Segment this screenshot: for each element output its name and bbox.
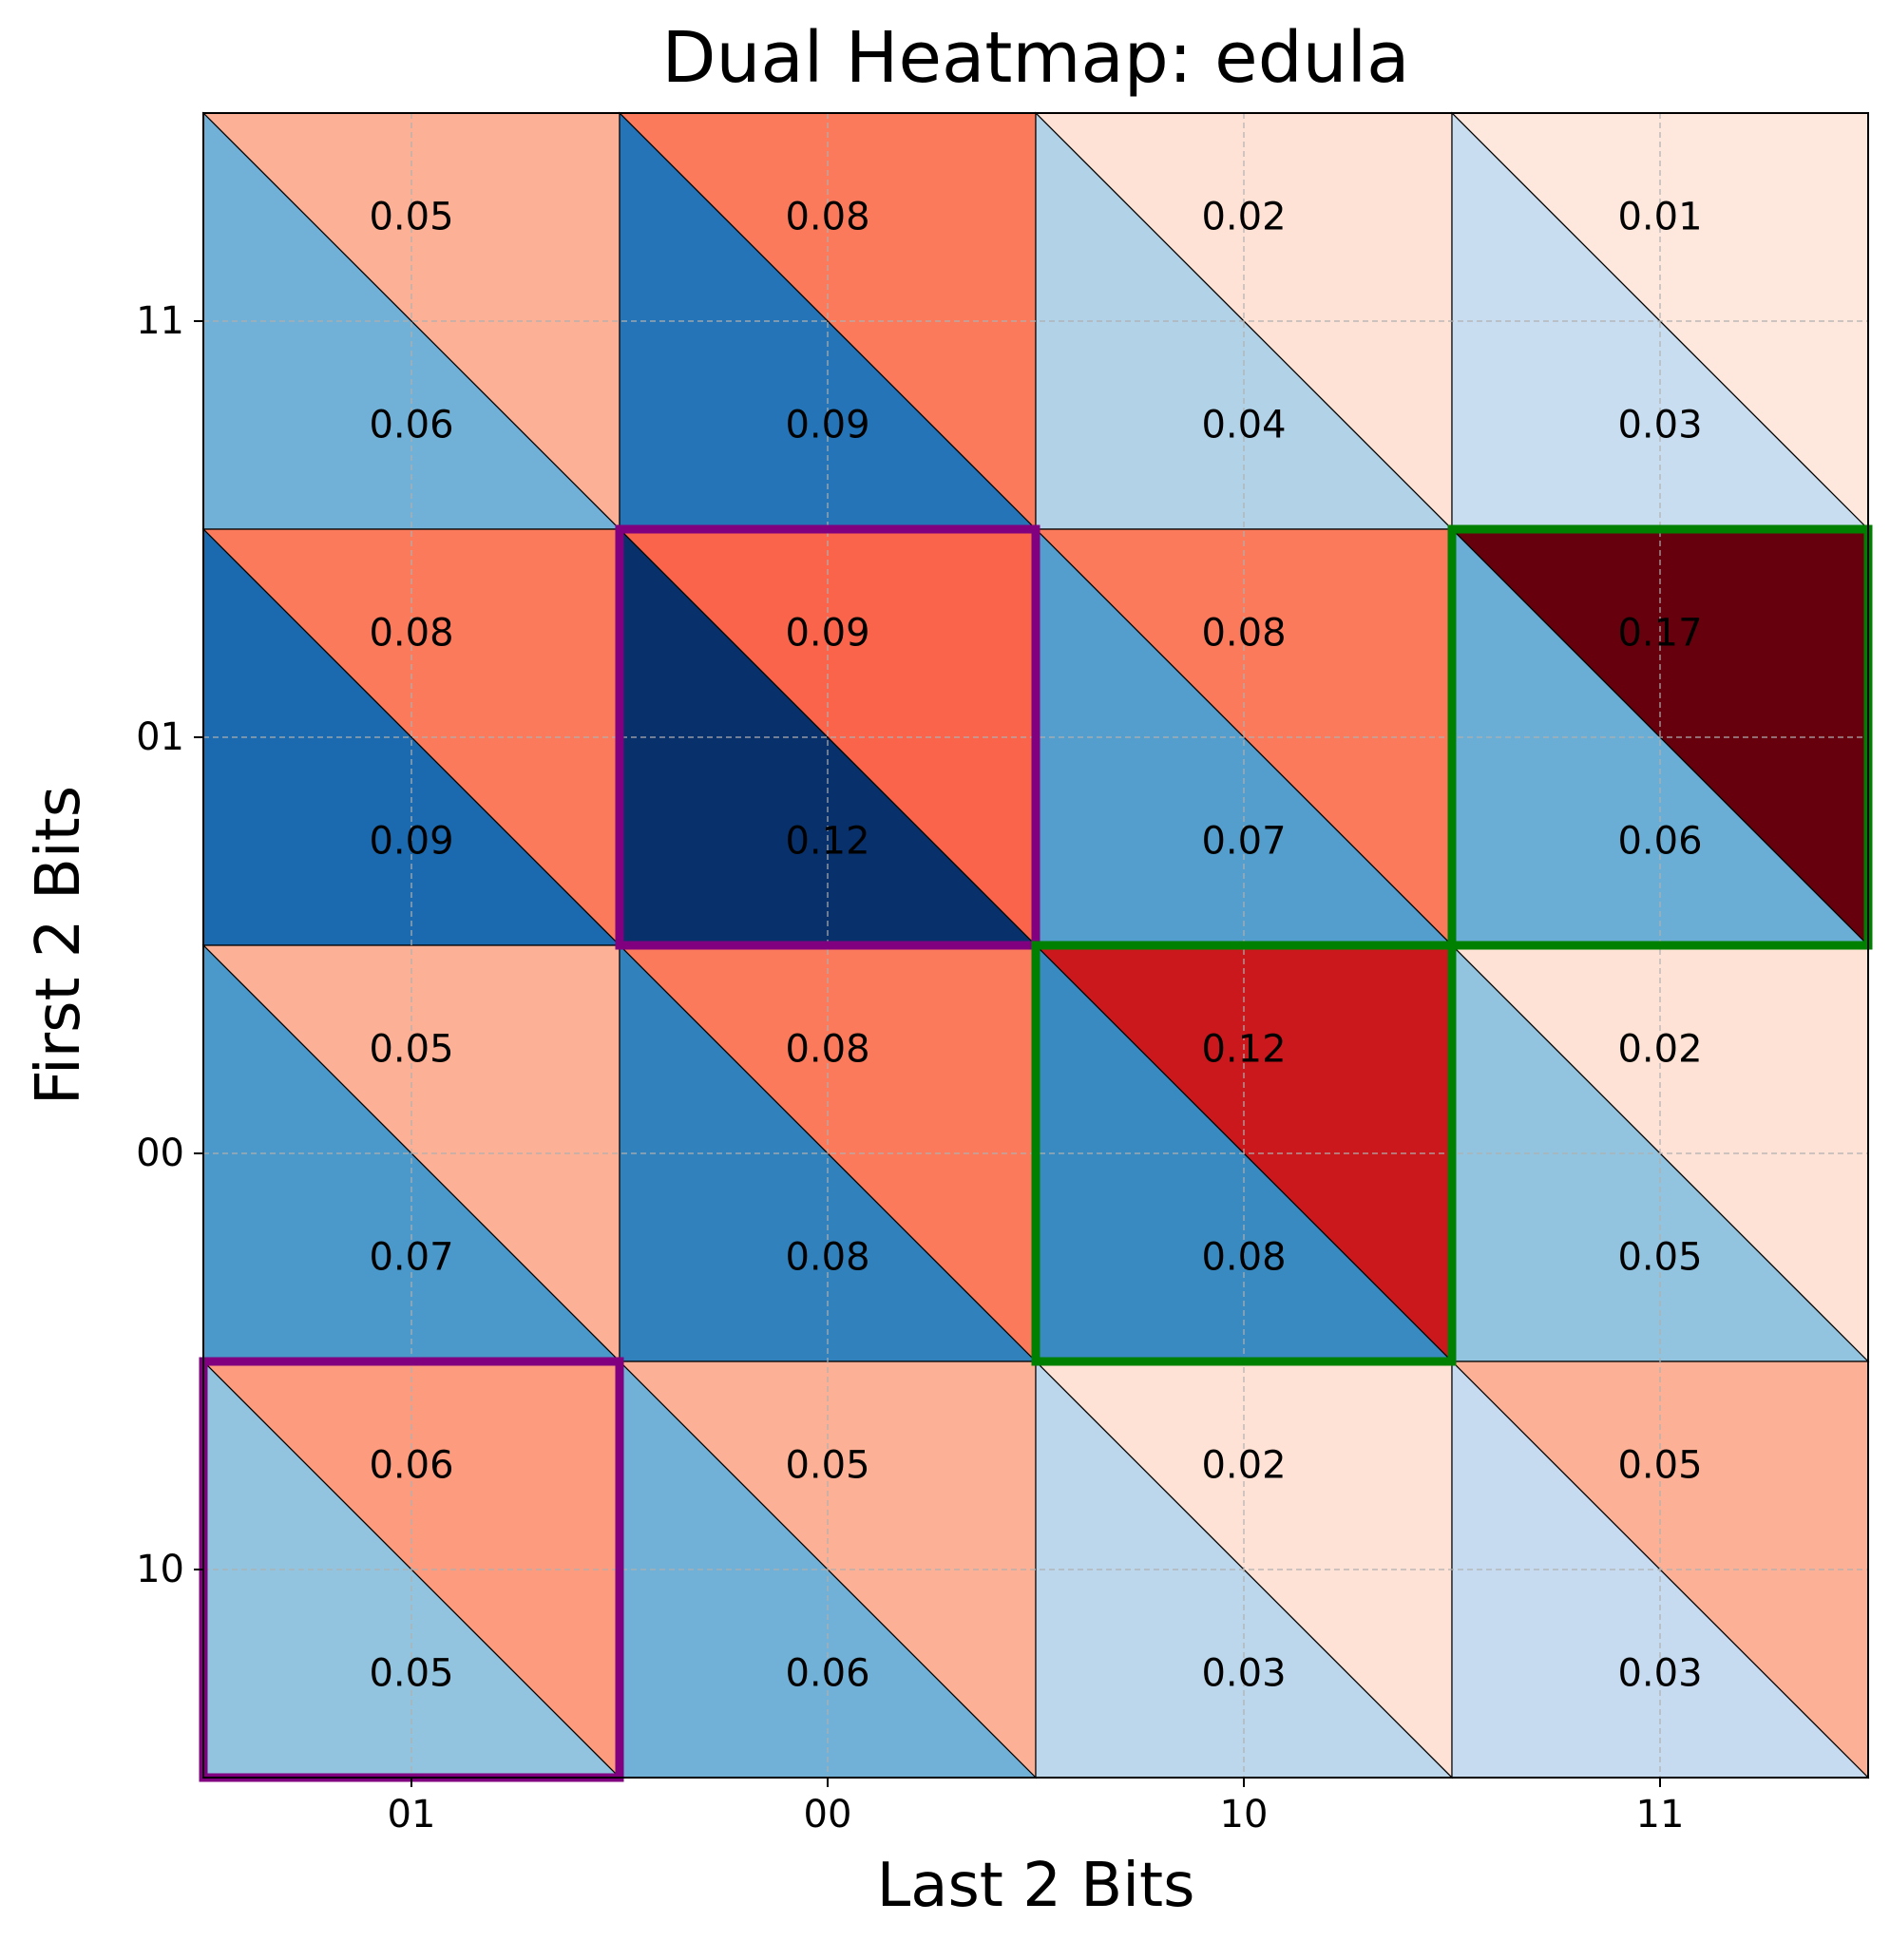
lower-value-label: 0.06 [785,1652,869,1696]
upper-value-label: 0.08 [785,1028,869,1072]
grid-lines [203,113,1868,1778]
upper-value-label: 0.06 [369,1444,453,1488]
upper-value-label: 0.08 [369,612,453,656]
plot-frame [202,112,1869,1779]
upper-value-label: 0.05 [369,1028,453,1072]
lower-value-label: 0.03 [1201,1652,1286,1696]
x-tick-label: 01 [388,1793,436,1836]
lower-value-label: 0.06 [1617,820,1702,864]
x-tick-label: 10 [1220,1793,1269,1836]
lower-value-label: 0.09 [369,820,453,864]
y-tick-label: 00 [136,1132,184,1175]
upper-value-label: 0.01 [1617,196,1702,239]
y-tick-label: 10 [136,1548,184,1591]
upper-value-label: 0.08 [1201,612,1286,656]
upper-value-label: 0.05 [1617,1444,1702,1488]
lower-value-label: 0.05 [1617,1236,1702,1280]
chart-title: Dual Heatmap: edula [661,17,1409,99]
upper-value-label: 0.02 [1617,1028,1702,1072]
lower-value-label: 0.05 [369,1652,453,1696]
upper-value-label: 0.12 [1201,1028,1286,1072]
x-tick-label: 00 [804,1793,852,1836]
x-tick-label: 11 [1636,1793,1685,1836]
lower-value-label: 0.06 [369,404,453,447]
x-axis-ticks: 01 00 10 11 [388,1778,1685,1836]
x-axis-title: Last 2 Bits [877,1851,1195,1921]
highlight-box [1031,941,1457,1366]
upper-value-label: 0.05 [785,1444,869,1488]
cell-value-labels: 0.05 0.06 0.08 0.09 0.02 0.04 0.01 0.03 0.08 0.09… [369,196,1702,1696]
upper-value-label: 0.09 [785,612,869,656]
lower-value-label: 0.08 [785,1236,869,1280]
lower-value-label: 0.12 [785,820,869,864]
upper-value-label: 0.08 [785,196,869,239]
lower-value-label: 0.03 [1617,1652,1702,1696]
y-axis-title: First 2 Bits [24,786,94,1105]
lower-value-label: 0.07 [1201,820,1286,864]
lower-value-label: 0.03 [1617,404,1702,447]
lower-value-label: 0.04 [1201,404,1286,447]
upper-value-label: 0.02 [1201,196,1286,239]
lower-value-label: 0.08 [1201,1236,1286,1280]
highlight-box [615,524,1040,950]
upper-value-label: 0.02 [1201,1444,1286,1488]
y-tick-label: 11 [136,299,184,343]
lower-value-label: 0.07 [369,1236,453,1280]
upper-value-label: 0.05 [369,196,453,239]
lower-value-label: 0.09 [785,404,869,447]
y-tick-label: 01 [136,715,184,759]
upper-value-label: 0.17 [1617,612,1702,656]
y-axis-ticks: 11 01 00 10 [136,299,203,1591]
